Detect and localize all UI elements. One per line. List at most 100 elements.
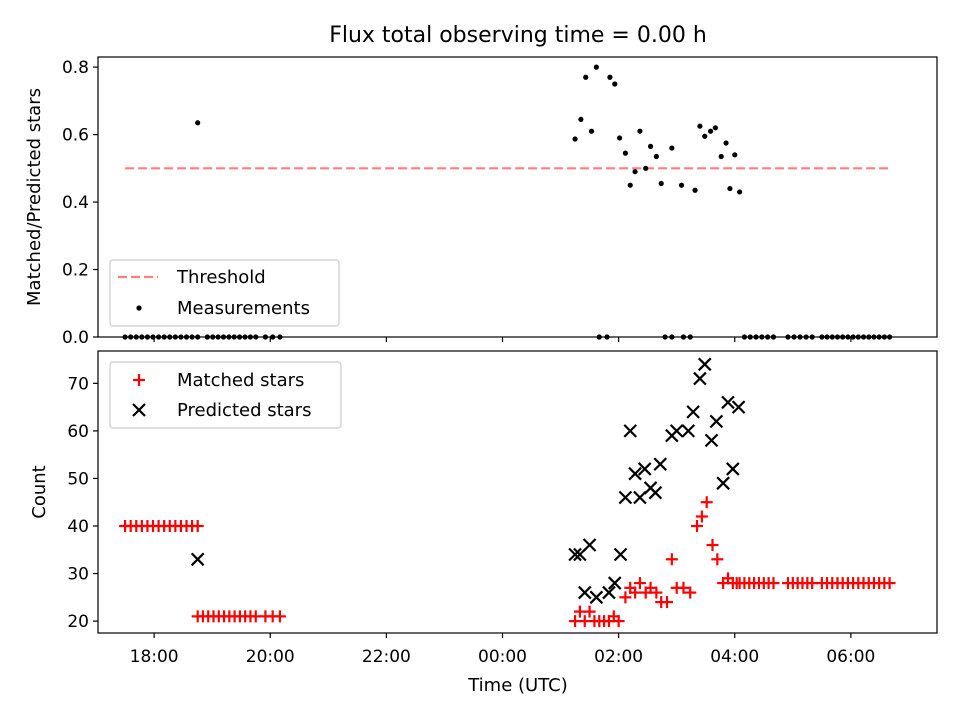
predicted-star-marker [704,433,719,448]
legend-predicted-label: Predicted stars [177,400,311,421]
ratio-y-tick-label: 0.4 [62,193,89,213]
count-legend-box [109,361,342,429]
ratio-y-tick-label: 0.0 [62,328,89,348]
count-x-tick-label: 04:00 [710,647,759,667]
count-x-tick-label: 18:00 [130,647,179,667]
count-y-tick-label: 60 [67,422,89,442]
predicted-star-marker [633,490,647,505]
legend-predicted-swatch [132,403,146,417]
measurement-point [588,128,595,134]
ratio-y-axis-label: Matched/Predicted stars [24,88,45,306]
count-y-tick-label: 40 [67,517,89,537]
ratio-plot-frame [97,56,938,338]
count-y-tick-label: 70 [67,374,89,394]
count-x-tick-label: 20:00 [246,647,295,667]
matched-star-marker [633,577,646,590]
matched-star-marker [619,591,632,604]
measurement-point [669,145,675,151]
predicted-star-marker [618,490,633,505]
predicted-star-marker [709,414,724,429]
ratio-panel: Flux total observing time = 0.00 h 0.00.… [24,23,938,348]
ratio-legend: Threshold Measurements [109,259,340,327]
predicted-star-marker [653,457,668,471]
x-axis-label: Time (UTC) [467,675,568,696]
matched-star-marker [629,586,642,599]
measurement-point [572,136,578,142]
matched-star-marker [661,596,674,609]
matched-star-marker [665,553,678,566]
predicted-star-marker [648,485,663,500]
predicted-star-marker [602,585,616,600]
legend-threshold-label: Threshold [176,267,266,288]
count-plot-frame [97,350,938,634]
predicted-star-marker [697,357,712,372]
measurement-point [727,185,733,192]
measurement-point [612,81,618,87]
measurement-point [607,74,613,80]
count-x-tick-label: 00:00 [478,647,527,667]
count-x-axis: 18:00 20:00 22:00 00:00 02:00 04:00 06:00 [130,633,875,667]
predicted-star-marker [716,476,730,490]
measurement-point [658,180,664,187]
predicted-star-marker [681,424,696,438]
predicted-star-marker [731,400,746,414]
predicted-star-marker [190,552,205,567]
matched-star-marker [583,605,596,618]
measurement-point [647,143,654,149]
matched-star-marker [191,520,204,533]
matched-star-marker [650,586,663,599]
count-y-tick-label: 20 [67,612,89,632]
count-x-tick-label: 06:00 [826,647,875,667]
measurement-point [718,153,724,160]
count-y-axis-label: Count [29,465,50,518]
ratio-legend-box [109,259,340,327]
measurement-point [637,128,643,134]
matched-star-marker [767,577,780,590]
measurement-point [622,150,628,156]
ratio-y-tick-label: 0.2 [62,261,89,281]
predicted-star-marker [721,395,735,410]
matched-star-marker [711,553,724,566]
legend-matched-label: Matched stars [177,370,304,391]
predicted-star-marker [589,590,604,605]
predicted-star-marker [628,466,642,481]
matched-star-marker [730,577,743,590]
count-x-tick-label: 22:00 [362,647,411,667]
measurement-point [692,187,698,193]
matched-star-marker [612,615,625,628]
predicted-star-marker [623,424,638,438]
predicted-stars-markers [190,357,746,605]
matched-star-marker [883,577,896,590]
matched-star-marker [677,581,690,594]
matched-stars-markers [119,496,896,628]
measurement-point [697,123,703,129]
count-x-tick-label: 02:00 [594,647,643,667]
measurement-point [732,152,738,158]
measurement-point [616,135,623,141]
matched-star-marker [273,610,286,623]
legend-measurements-label: Measurements [177,298,310,319]
predicted-star-marker [686,405,700,419]
count-y-tick-label: 50 [67,469,89,489]
matched-star-marker [706,539,719,552]
measurement-point [736,189,743,195]
measurement-point [712,125,718,131]
measurement-point [702,133,708,139]
ratio-y-axis: 0.0 0.2 0.4 0.6 0.8 [62,58,98,348]
predicted-star-marker [669,424,684,438]
predicted-star-marker [726,462,740,476]
matched-star-marker [700,496,713,509]
measurement-point [627,182,633,188]
predicted-star-marker [613,547,628,562]
count-y-axis: 20 30 40 50 60 70 [67,374,98,632]
count-panel: 20 30 40 50 60 70 18:00 20:00 22:00 00:00 02:00 04… [29,350,938,696]
measurement-point [578,116,584,123]
measurement-point [632,169,638,175]
measurement-point [707,128,714,134]
measurement-point [723,140,729,146]
predicted-star-marker [577,585,592,600]
matched-star-marker [691,520,704,533]
measurement-point [593,64,599,70]
measurement-point [653,153,659,160]
predicted-star-marker [607,576,622,590]
